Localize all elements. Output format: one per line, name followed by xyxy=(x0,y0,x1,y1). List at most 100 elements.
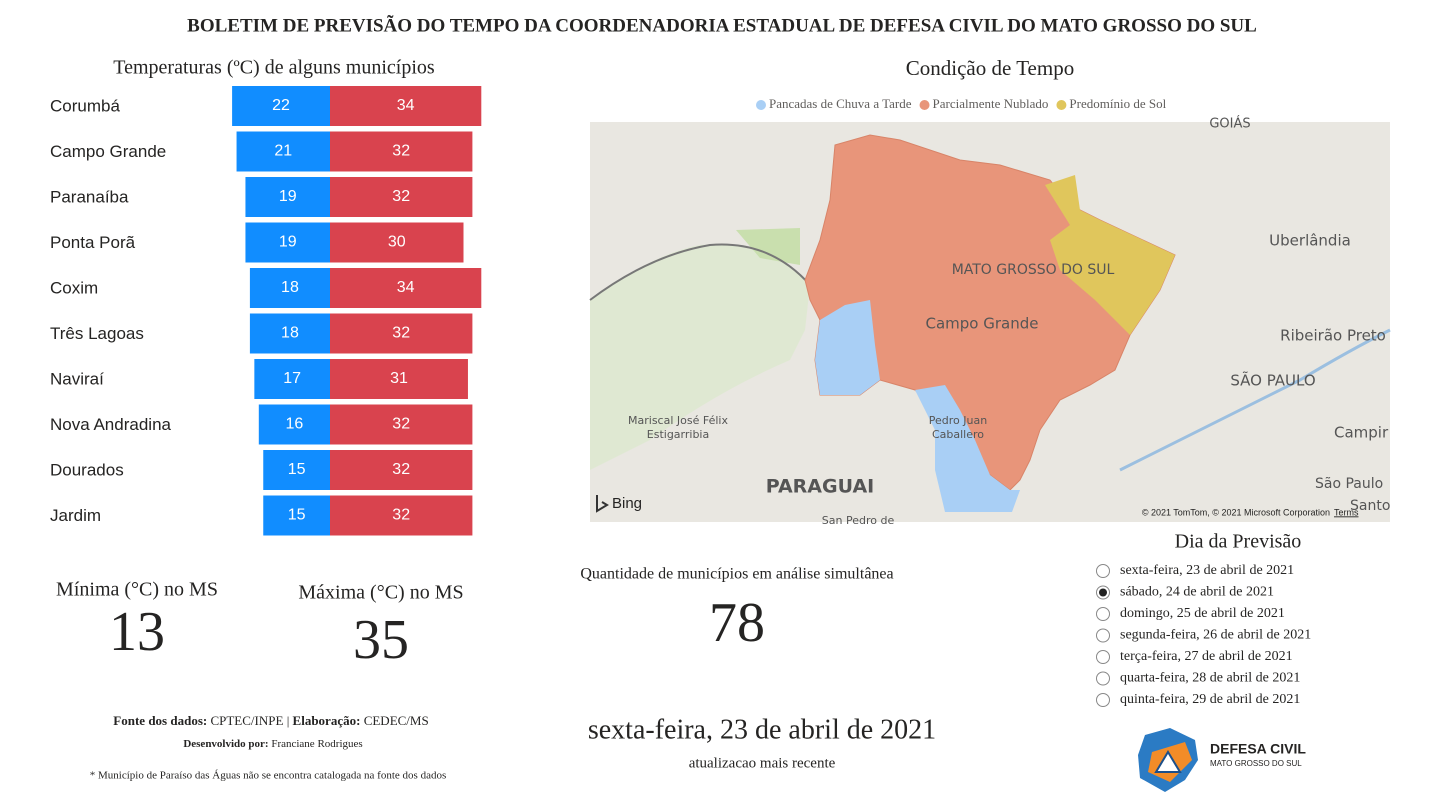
card-value: 13 xyxy=(109,601,165,663)
min-bar[interactable] xyxy=(249,268,330,308)
separator: | xyxy=(287,713,290,728)
legend-label: Predomínio de Sol xyxy=(1069,96,1166,111)
radio-label[interactable]: quinta-feira, 29 de abril de 2021 xyxy=(1120,692,1300,707)
category-label: Corumbá xyxy=(50,96,120,115)
radio-button[interactable] xyxy=(1096,693,1110,707)
value: CPTEC/INPE xyxy=(210,713,283,728)
slicer: sexta-feira, 23 de abril de 2021 sábado, … xyxy=(1096,563,1311,707)
data-label: 19 xyxy=(279,234,297,251)
card-label: Quantidade de municípios em análise simu… xyxy=(580,566,893,583)
category-label: Campo Grande xyxy=(50,142,166,161)
data-label: 32 xyxy=(392,416,410,433)
slicer-title: Dia da Previsão xyxy=(1175,531,1302,553)
radio-button[interactable] xyxy=(1096,650,1110,664)
value: CEDEC/MS xyxy=(364,713,429,728)
data-label: 32 xyxy=(392,461,410,478)
max-bar[interactable] xyxy=(330,450,473,490)
legend-marker xyxy=(756,100,766,110)
map-label: SÃO PAULO xyxy=(1230,371,1315,390)
min-bar[interactable] xyxy=(236,131,330,172)
map-label: Uberlândia xyxy=(1269,232,1351,250)
legend-label: Parcialmente Nublado xyxy=(933,96,1049,111)
min-bar[interactable] xyxy=(245,222,330,263)
card-label: Mínima (°C) no MS xyxy=(56,579,218,601)
map-label: Santo xyxy=(1350,498,1390,514)
logo-subtitle: MATO GROSSO DO SUL xyxy=(1210,759,1302,768)
data-label: 18 xyxy=(281,325,299,342)
bing-icon xyxy=(596,495,609,513)
card-value: 78 xyxy=(709,592,765,654)
radio-label[interactable]: sábado, 24 de abril de 2021 xyxy=(1120,585,1274,600)
max-bar[interactable] xyxy=(330,404,473,445)
value: Franciane Rodrigues xyxy=(271,738,362,750)
min-bar[interactable] xyxy=(254,359,330,399)
data-label: 16 xyxy=(286,416,304,433)
map-label: São Paulo xyxy=(1315,476,1383,492)
map-label: Ribeirão Preto xyxy=(1280,327,1386,345)
min-bar[interactable] xyxy=(249,313,330,354)
category-label: Ponta Porã xyxy=(50,233,136,252)
region-afternoon-showers[interactable] xyxy=(815,300,880,395)
data-label: 32 xyxy=(392,143,410,160)
data-label: 15 xyxy=(288,507,306,524)
data-label: 32 xyxy=(392,507,410,524)
max-bar[interactable] xyxy=(330,359,468,399)
radio-button[interactable] xyxy=(1096,607,1110,621)
logo: DEFESA CIVIL MATO GROSSO DO SUL xyxy=(1138,728,1306,792)
min-bar[interactable] xyxy=(232,86,330,126)
min-bar[interactable] xyxy=(263,450,330,490)
map-label: Caballero xyxy=(932,428,984,441)
radio-button[interactable] xyxy=(1096,628,1110,643)
map-label: Campo Grande xyxy=(926,315,1039,333)
radio-button[interactable] xyxy=(1096,671,1110,686)
map-terms[interactable]: Terms xyxy=(1334,507,1359,517)
label: Elaboração: xyxy=(293,713,361,728)
radio-label[interactable]: quarta-feira, 28 de abril de 2021 xyxy=(1120,671,1300,686)
map-title: Condição de Tempo xyxy=(906,56,1074,80)
category-label: Coxim xyxy=(50,278,98,297)
footer-source: Fonte dos dados: CPTEC/INPE | Elaboração… xyxy=(113,713,428,728)
data-label: 22 xyxy=(272,97,290,114)
category-label: Dourados xyxy=(50,460,124,479)
category-label: Paranaíba xyxy=(50,187,129,206)
data-label: 17 xyxy=(283,370,301,387)
chart-title: Temperaturas (ºC) de alguns municípios xyxy=(113,57,435,79)
max-bar[interactable] xyxy=(330,495,473,536)
map[interactable]: GOIÁS Uberlândia MATO GROSSO DO SUL Camp… xyxy=(589,116,1391,528)
max-bar[interactable] xyxy=(330,268,482,308)
data-label: 19 xyxy=(279,188,297,205)
category-label: Três Lagoas xyxy=(50,324,144,343)
max-bar[interactable] xyxy=(330,86,482,126)
category-label: Naviraí xyxy=(50,369,104,388)
legend-marker xyxy=(1056,100,1067,110)
radio-label[interactable]: domingo, 25 de abril de 2021 xyxy=(1120,606,1285,621)
logo-title: DEFESA CIVIL xyxy=(1210,741,1306,757)
min-bar[interactable] xyxy=(263,495,330,536)
data-label: 34 xyxy=(397,97,415,114)
date-label: atualizacao mais recente xyxy=(689,755,836,771)
region-sunny[interactable] xyxy=(1045,175,1175,335)
max-bar[interactable] xyxy=(330,177,473,217)
max-bar[interactable] xyxy=(330,222,464,263)
card-value: 35 xyxy=(353,609,409,671)
map-label: Pedro Juan xyxy=(929,414,987,427)
max-bar[interactable] xyxy=(330,313,473,354)
map-label: GOIÁS xyxy=(1209,116,1250,132)
map-label: Campir xyxy=(1334,424,1389,442)
radio-label[interactable]: segunda-feira, 26 de abril de 2021 xyxy=(1120,628,1311,643)
radio-label[interactable]: sexta-feira, 23 de abril de 2021 xyxy=(1120,563,1294,578)
legend-marker xyxy=(919,100,930,110)
min-bar[interactable] xyxy=(245,177,330,217)
radio-button[interactable] xyxy=(1096,564,1110,578)
map-legend: Pancadas de Chuva a Tarde Parcialmente Nu… xyxy=(756,96,1167,111)
max-bar[interactable] xyxy=(330,131,473,172)
radio-label[interactable]: terça-feira, 27 de abril de 2021 xyxy=(1120,649,1293,664)
logo-triangle xyxy=(1154,750,1182,773)
footer-note: * Município de Paraíso das Águas não se … xyxy=(90,770,446,782)
label: Fonte dos dados: xyxy=(113,713,207,728)
map-label: PARAGUAI xyxy=(766,476,874,498)
region-afternoon-showers[interactable] xyxy=(915,385,1020,512)
map-label: Mariscal José Félix xyxy=(628,414,728,427)
min-bar[interactable] xyxy=(258,404,330,445)
